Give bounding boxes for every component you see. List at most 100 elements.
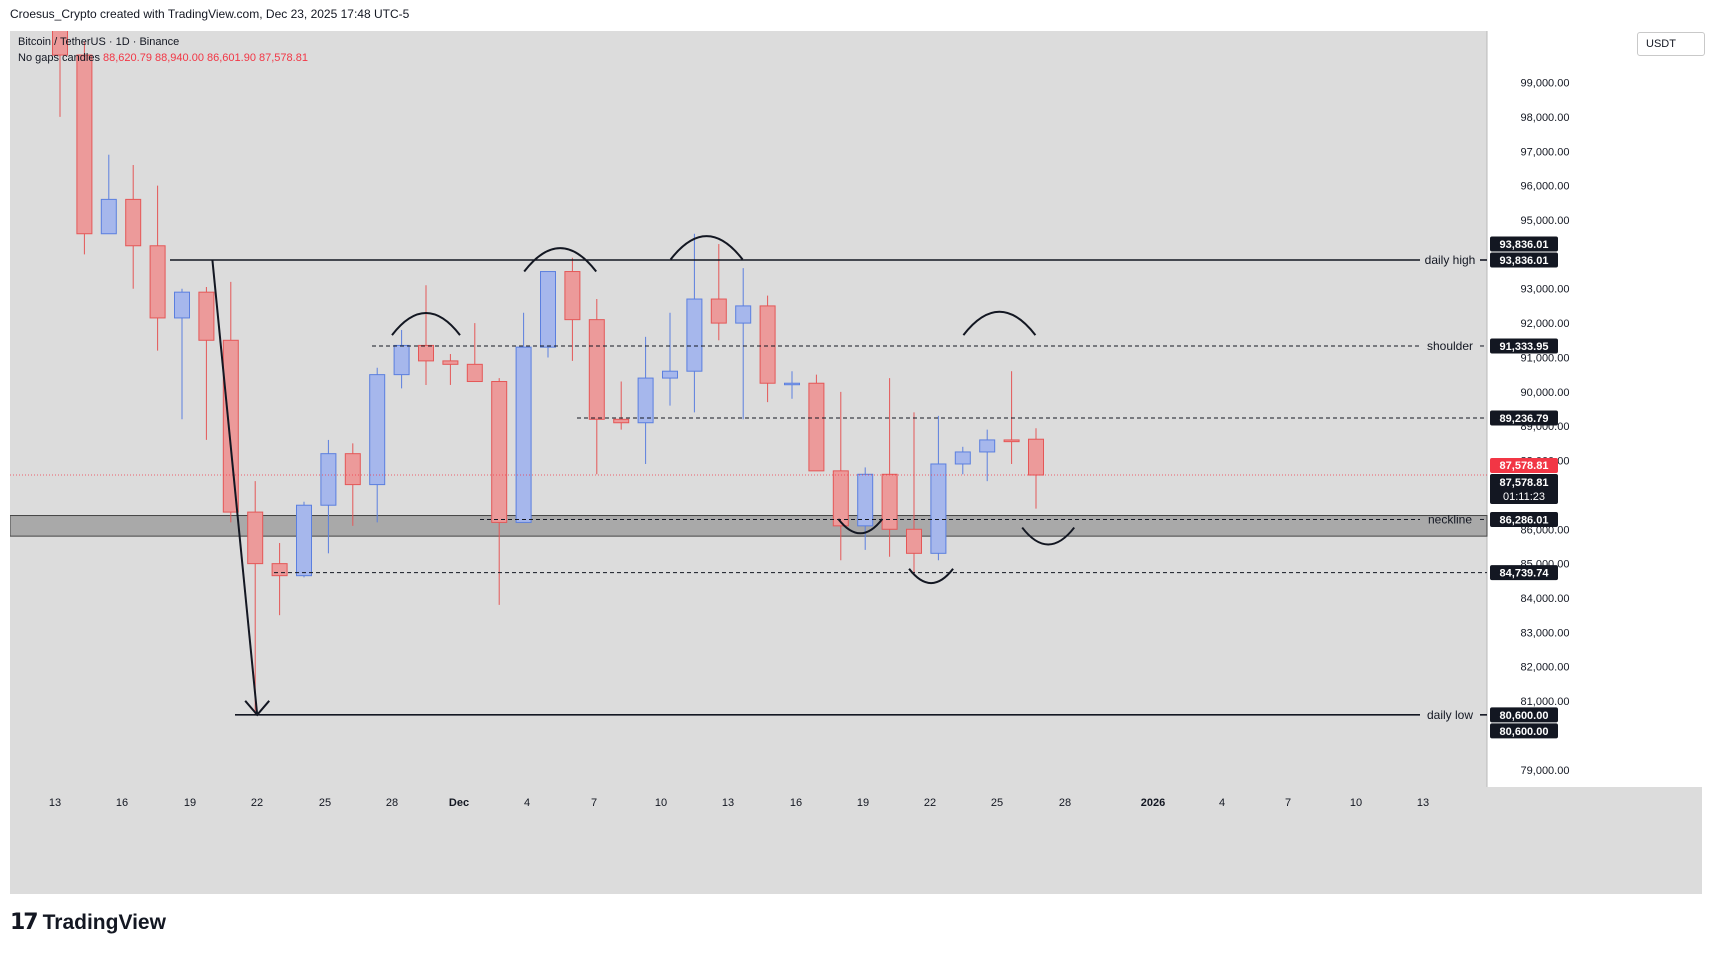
time-tick-label: 4 xyxy=(1219,797,1225,809)
time-tick-label: 16 xyxy=(116,797,128,809)
candle-body xyxy=(344,453,361,486)
time-tick-label: 2026 xyxy=(1141,797,1165,809)
price-tick-label: 97,000.00 xyxy=(1521,146,1570,158)
price-tick-label: 79,000.00 xyxy=(1521,765,1570,777)
candle-body xyxy=(247,511,264,565)
time-tick-label: 7 xyxy=(591,797,597,809)
plot-background xyxy=(10,31,1487,787)
level-label: neckline xyxy=(1428,512,1472,526)
candle-body xyxy=(466,363,483,383)
candle-body xyxy=(1028,438,1044,476)
time-tick-label: 10 xyxy=(1350,797,1362,809)
candle-body xyxy=(174,291,190,319)
time-axis-background xyxy=(10,787,1702,894)
bar-countdown-text: 01:11:23 xyxy=(1503,491,1545,503)
level-price-text: 80,600.00 xyxy=(1500,710,1549,722)
candle-body xyxy=(954,451,971,465)
candle-body xyxy=(857,473,874,527)
chart-area[interactable]: 99,000.00 98,000.00 97,000.00 96,000.00 95,0… xyxy=(10,31,1712,894)
level-price-tag xyxy=(1490,338,1558,354)
price-tick-label: 99,000.00 xyxy=(1521,78,1570,90)
time-tick-label: 22 xyxy=(924,797,936,809)
pattern-arc xyxy=(669,235,744,261)
price-tick-label: 92,000.00 xyxy=(1521,318,1570,330)
time-tick-label: 13 xyxy=(49,797,61,809)
candle-body xyxy=(393,344,410,376)
candle-body xyxy=(686,298,703,372)
candle-body xyxy=(710,298,727,324)
candle-body xyxy=(564,271,581,321)
price-tick-label: 82,000.00 xyxy=(1521,662,1570,674)
price-tick-label: 86,000.00 xyxy=(1521,524,1570,536)
candle-body xyxy=(418,344,434,362)
candle-body xyxy=(515,346,532,523)
pattern-arc xyxy=(1021,526,1075,546)
candle-body xyxy=(1003,439,1020,443)
candle-body xyxy=(979,439,996,453)
candle-body xyxy=(52,31,68,56)
level-price-text: 89,236.79 xyxy=(1500,413,1549,425)
time-tick-label: 22 xyxy=(251,797,263,809)
level-price-tag xyxy=(1490,565,1558,581)
drop-arrow-head xyxy=(244,700,270,717)
tradingview-logo[interactable]: 17 TradingView xyxy=(10,910,166,935)
level-price-text: 93,836.01 xyxy=(1500,255,1549,267)
candle-body xyxy=(784,382,800,386)
level-price-tag-duplicate xyxy=(1490,236,1558,252)
candle-body xyxy=(613,418,630,424)
time-tick-label: 7 xyxy=(1285,797,1291,809)
candle-body xyxy=(271,563,288,577)
time-tick-label: 25 xyxy=(991,797,1003,809)
candle-body xyxy=(149,245,166,319)
currency-button[interactable]: USDT xyxy=(1637,32,1705,56)
level-price-tag-duplicate xyxy=(1490,723,1558,739)
candle-body xyxy=(930,463,947,554)
candle-body xyxy=(125,198,142,247)
time-tick-label: 13 xyxy=(722,797,734,809)
price-tick-label: 98,000.00 xyxy=(1521,112,1570,124)
candle-body xyxy=(198,291,215,341)
time-tick-label: 28 xyxy=(1059,797,1071,809)
drop-arrow-line xyxy=(211,259,259,715)
candle-body xyxy=(588,319,605,420)
candle-body xyxy=(808,382,825,472)
candle-body xyxy=(320,453,337,506)
time-tick-label: 25 xyxy=(319,797,331,809)
tradingview-logo-icon: 17 xyxy=(10,910,39,935)
candle-body xyxy=(76,54,93,235)
pattern-arc xyxy=(837,518,884,535)
candle-body xyxy=(369,374,386,486)
level-label: shoulder xyxy=(1427,339,1473,353)
pattern-arc xyxy=(391,312,461,336)
price-tick-label: 90,000.00 xyxy=(1521,387,1570,399)
level-price-text-duplicate: 93,836.01 xyxy=(1500,239,1549,251)
candle-body xyxy=(906,528,922,554)
last-price-text-2: 87,578.81 xyxy=(1500,477,1549,489)
pattern-arc xyxy=(908,568,954,585)
candle-body xyxy=(491,381,508,523)
price-tick-label: 95,000.00 xyxy=(1521,215,1570,227)
tradingview-logo-text: TradingView xyxy=(42,910,166,934)
price-tick-label: 84,000.00 xyxy=(1521,593,1570,605)
time-tick-label: 10 xyxy=(655,797,667,809)
last-price-tag xyxy=(1490,458,1558,474)
level-price-text: 86,286.01 xyxy=(1500,514,1549,526)
time-tick-label: 28 xyxy=(386,797,398,809)
time-tick-label: 16 xyxy=(790,797,802,809)
candle-body xyxy=(222,339,239,513)
level-label: daily high xyxy=(1425,253,1476,267)
time-tick-label: Dec xyxy=(449,797,469,809)
price-tick-label: 93,000.00 xyxy=(1521,284,1570,296)
candle-body xyxy=(881,473,898,530)
price-chart[interactable]: 99,000.00 98,000.00 97,000.00 96,000.00 95,0… xyxy=(10,31,1712,894)
candle-body xyxy=(540,271,556,348)
price-tick-label: 83,000.00 xyxy=(1521,627,1570,639)
neckline-zone xyxy=(10,515,1488,537)
level-price-text: 84,739.74 xyxy=(1500,568,1550,580)
time-tick-label: 19 xyxy=(857,797,869,809)
candle-body xyxy=(832,470,849,527)
candle-body xyxy=(442,360,459,365)
time-tick-label: 13 xyxy=(1417,797,1429,809)
candle-body xyxy=(296,504,312,577)
pattern-arc xyxy=(523,247,597,273)
